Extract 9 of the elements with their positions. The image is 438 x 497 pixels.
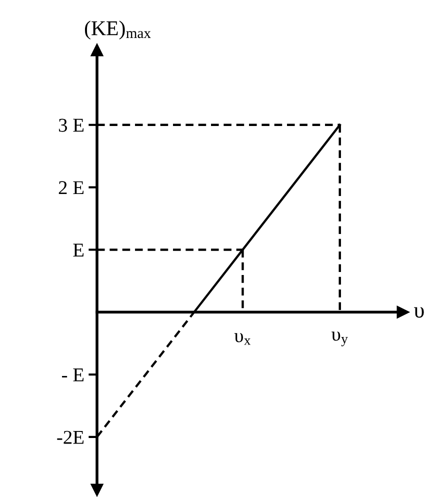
y-axis-title: (KE)$_{max}$ (84, 20, 151, 40)
x-tick-label: υ$_{y}$ (332, 331, 348, 346)
y-tick-label: 3 E (58, 118, 84, 132)
y-tick-label: E (73, 244, 84, 256)
x-tick-label: υ$_{x}$ (234, 332, 251, 345)
x-axis-title: υ (414, 307, 424, 318)
y-tick-label: 2 E (58, 181, 84, 194)
y-tick-label: - E (62, 368, 84, 382)
y-tick-label: -2E (57, 430, 84, 444)
